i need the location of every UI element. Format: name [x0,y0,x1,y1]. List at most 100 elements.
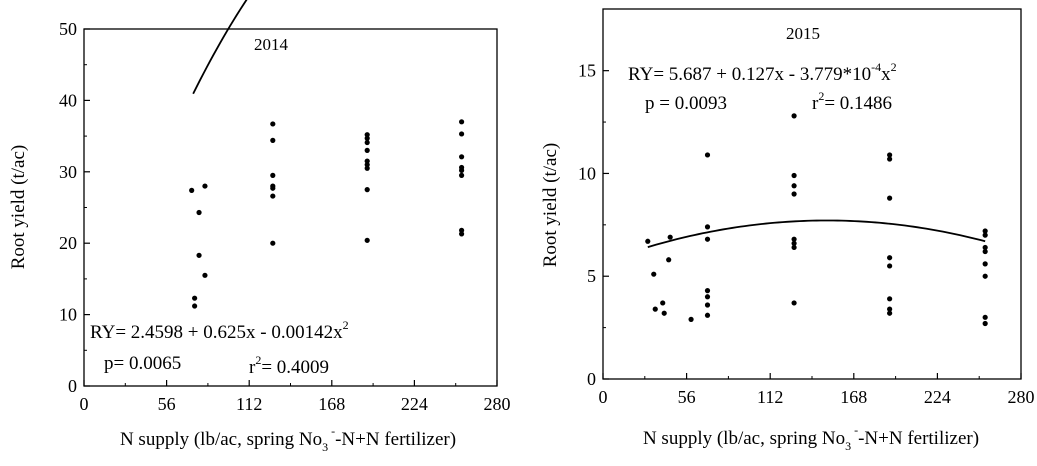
x-tick-label: 112 [236,394,262,414]
fit-equation-x: x [881,64,891,85]
data-point [887,310,893,316]
data-point [645,238,651,244]
data-points [645,113,988,327]
r-squared-value: = 0.1486 [824,93,892,114]
fit-equation-exponent-1: -4 [871,60,881,74]
data-point [982,314,988,320]
data-point [688,316,694,322]
data-point [196,252,202,258]
x-tick-label: 168 [318,394,345,414]
data-point [667,234,673,240]
x-axis-label-tail: -N+N fertilizer) [335,429,456,450]
data-point [202,183,208,189]
y-tick-label: 5 [587,266,596,286]
data-point [270,193,276,199]
fit-equation-exponent: 2 [343,318,349,332]
fit-equation-text: RY= 2.4598 + 0.625x - 0.00142x [90,322,343,343]
x-axis-ticks: 0 56 112 168 224 280 [599,373,1035,407]
data-point [982,244,988,251]
data-point [704,312,711,318]
data-point [364,162,370,168]
r-squared-exponent: 2 [255,353,261,367]
data-point [887,195,893,201]
fit-equation: RY= 2.4598 + 0.625x - 0.00142x2 [90,318,349,343]
y-tick-label: 10 [578,163,596,183]
data-point [364,158,370,164]
x-tick-label: 224 [401,394,428,414]
data-point [887,152,893,158]
data-point [364,135,370,141]
data-point [791,191,797,197]
y-tick-label: 15 [578,61,596,81]
x-tick-label: 56 [158,394,176,414]
y-tick-label: 30 [59,162,77,182]
x-axis-label: N supply (lb/ac, spring No3 --N+N fertil… [120,424,456,454]
r-squared-r: r [249,357,256,378]
y-axis-label: Root yield (t/ac) [8,145,29,270]
data-points [189,119,465,309]
data-point [202,272,208,278]
data-point [459,154,465,160]
data-point [364,187,370,193]
x-tick-label: 280 [484,394,511,414]
x-axis-label-tail: -N+N fertilizer) [858,428,979,449]
y-axis-label: Root yield (t/ac) [540,143,561,268]
y-axis-ticks: 0 10 20 30 40 50 [59,19,90,396]
y-tick-label: 10 [59,305,77,325]
y-tick-label: 0 [68,376,77,396]
r-squared: r2= 0.1486 [812,89,892,114]
x-tick-label: 0 [599,387,608,407]
data-point [704,302,711,308]
fit-equation-exponent-2: 2 [891,60,897,74]
data-point [364,147,370,153]
data-point [982,228,988,234]
data-point [652,306,658,312]
data-point [704,224,711,230]
data-point [364,132,370,138]
data-point [364,165,370,171]
data-point [270,240,276,246]
data-point [364,237,370,243]
y-tick-label: 40 [59,90,77,110]
data-point [887,263,893,269]
data-point [459,167,465,173]
data-point [791,172,797,179]
x-tick-label: 56 [678,387,696,407]
x-axis-label-sup: - [851,423,858,437]
data-point [704,288,711,294]
data-point [887,306,893,312]
data-point [982,232,988,238]
data-point [196,209,202,216]
data-point [704,294,711,300]
data-point [704,236,711,242]
chart-2014: 0 10 20 30 40 50 0 56 112 168 224 280 2014 Root yi… [8,0,511,454]
data-point [364,139,370,146]
data-point [887,156,893,162]
data-point [270,121,276,127]
x-tick-label: 280 [1008,387,1035,407]
y-tick-label: 50 [59,19,77,39]
x-axis-label: N supply (lb/ac, spring No3 --N+N fertil… [643,423,979,453]
data-point [459,231,465,237]
data-point [887,255,893,261]
fit-equation-text: RY= 5.687 + 0.127x - 3.779*10 [628,64,871,85]
chart-title: 2014 [254,35,289,54]
data-point [660,300,666,306]
data-point [666,257,672,263]
x-axis-label-sub: 3 [845,439,851,453]
chart-title: 2015 [786,24,820,43]
x-tick-label: 112 [757,387,783,407]
data-point [459,227,465,233]
data-point [459,119,465,125]
data-point [704,152,711,158]
data-point [982,261,988,267]
y-tick-label: 20 [59,233,77,253]
x-tick-label: 168 [840,387,867,407]
data-point [791,183,797,189]
data-point [192,295,198,301]
y-axis-ticks: 0 5 10 15 [578,61,609,389]
p-value: p = 0.0093 [645,93,727,114]
r-squared-r: r [812,93,819,114]
data-point [661,310,667,316]
